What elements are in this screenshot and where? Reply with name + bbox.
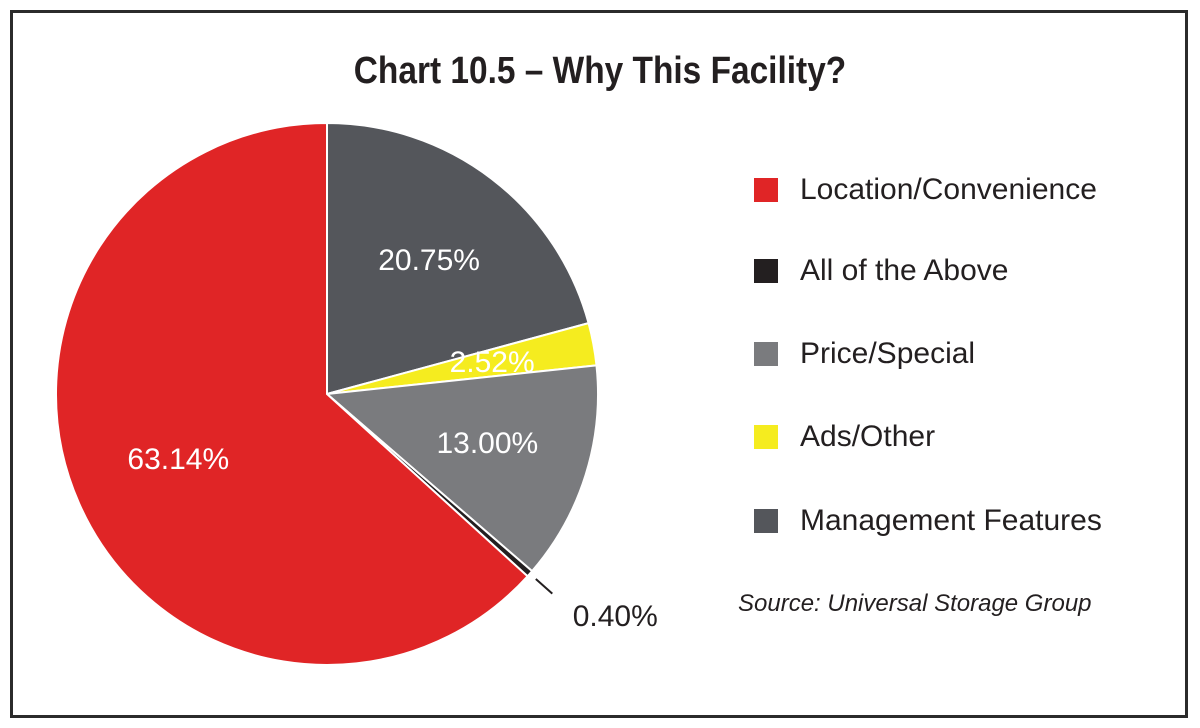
legend-label: Location/Convenience <box>800 173 1097 206</box>
legend-label: Management Features <box>800 504 1102 537</box>
legend-swatch <box>754 342 778 366</box>
legend-swatch <box>754 509 778 533</box>
leader-line <box>535 578 553 595</box>
legend-item: Price/Special <box>754 334 1174 374</box>
legend-item: All of the Above <box>754 251 1174 291</box>
legend-swatch <box>754 259 778 283</box>
source-note: Source: Universal Storage Group <box>738 590 1092 617</box>
pie-slice-management-features <box>326 121 590 396</box>
data-label: 0.40% <box>572 599 658 633</box>
data-label: 2.52% <box>449 346 535 380</box>
data-label: 63.14% <box>127 442 230 476</box>
legend-item: Location/Convenience <box>754 170 1174 210</box>
data-label: 20.75% <box>378 243 480 277</box>
legend-label: Ads/Other <box>800 420 936 453</box>
legend-label: Price/Special <box>800 337 976 370</box>
pie-slice-price-special <box>324 364 599 573</box>
data-label: 13.00% <box>436 427 539 461</box>
legend-swatch <box>754 425 778 449</box>
chart-title: Chart 10.5 – Why This Facility? <box>353 50 847 92</box>
legend-item: Management Features <box>754 501 1174 541</box>
legend-item: Ads/Other <box>754 417 1174 457</box>
legend-label: All of the Above <box>800 254 1009 287</box>
legend-swatch <box>754 178 778 202</box>
chart-frame <box>10 10 1188 718</box>
pie-slice-location-convenience <box>55 121 529 666</box>
